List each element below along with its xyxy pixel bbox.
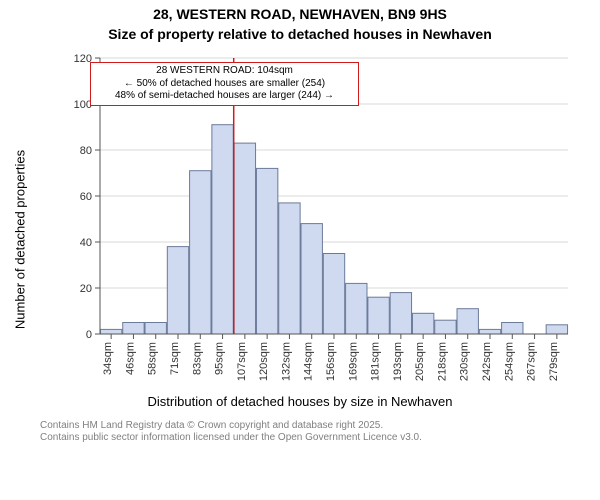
bar <box>256 168 277 334</box>
svg-text:83sqm: 83sqm <box>191 342 203 375</box>
svg-text:193sqm: 193sqm <box>392 342 404 381</box>
svg-text:58sqm: 58sqm <box>147 342 159 375</box>
bar <box>346 283 367 334</box>
svg-text:230sqm: 230sqm <box>459 342 471 381</box>
bar <box>167 247 188 334</box>
bar <box>323 254 344 335</box>
svg-text:0: 0 <box>86 329 92 341</box>
svg-text:267sqm: 267sqm <box>526 342 538 381</box>
bar <box>412 313 433 334</box>
annotation-line1: 28 WESTERN ROAD: 104sqm <box>97 65 352 78</box>
bar <box>390 293 411 334</box>
y-axis-label: Number of detached properties <box>13 80 28 400</box>
bar <box>479 329 500 334</box>
bar <box>145 323 166 335</box>
annotation-line3: 48% of semi-detached houses are larger (… <box>97 90 352 103</box>
annotation-line2: ← 50% of detached houses are smaller (25… <box>97 78 352 91</box>
y-axis-label-wrap: Number of detached properties <box>0 0 20 500</box>
footer-line2: Contains public sector information licen… <box>40 432 422 444</box>
chart-title-line1: 28, WESTERN ROAD, NEWHAVEN, BN9 9HS <box>0 6 600 22</box>
svg-text:242sqm: 242sqm <box>481 342 493 381</box>
bar <box>190 171 211 334</box>
svg-text:144sqm: 144sqm <box>303 342 315 381</box>
bar <box>234 143 255 334</box>
svg-text:169sqm: 169sqm <box>347 342 359 381</box>
footer-line1: Contains HM Land Registry data © Crown c… <box>40 420 422 432</box>
bar <box>100 329 121 334</box>
bar <box>123 323 144 335</box>
svg-text:80: 80 <box>80 145 92 157</box>
bar <box>368 297 389 334</box>
svg-text:120sqm: 120sqm <box>258 342 270 381</box>
svg-text:181sqm: 181sqm <box>370 342 382 381</box>
svg-text:205sqm: 205sqm <box>414 342 426 381</box>
bar <box>301 224 322 334</box>
chart-title-line2: Size of property relative to detached ho… <box>0 26 600 42</box>
svg-text:40: 40 <box>80 237 92 249</box>
bar <box>435 320 456 334</box>
bar <box>279 203 300 334</box>
svg-text:20: 20 <box>80 283 92 295</box>
svg-text:46sqm: 46sqm <box>124 342 136 375</box>
svg-text:95sqm: 95sqm <box>214 342 226 375</box>
svg-text:156sqm: 156sqm <box>325 342 337 381</box>
svg-text:218sqm: 218sqm <box>436 342 448 381</box>
svg-text:60: 60 <box>80 191 92 203</box>
svg-text:34sqm: 34sqm <box>102 342 114 375</box>
svg-text:71sqm: 71sqm <box>169 342 181 375</box>
svg-text:132sqm: 132sqm <box>280 342 292 381</box>
svg-text:254sqm: 254sqm <box>503 342 515 381</box>
bar <box>546 325 567 334</box>
reference-annotation: 28 WESTERN ROAD: 104sqm ← 50% of detache… <box>90 62 359 106</box>
footer-attribution: Contains HM Land Registry data © Crown c… <box>40 420 422 444</box>
bar <box>212 125 233 334</box>
x-axis-label: Distribution of detached houses by size … <box>0 394 600 409</box>
bar <box>457 309 478 334</box>
bar <box>502 323 523 335</box>
svg-text:107sqm: 107sqm <box>236 342 248 381</box>
svg-text:279sqm: 279sqm <box>548 342 560 381</box>
